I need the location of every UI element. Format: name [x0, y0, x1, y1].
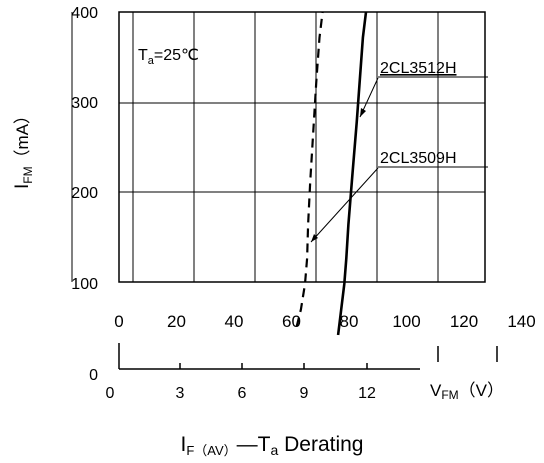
upper-x-tick-label: 100 — [392, 312, 420, 331]
upper-x-tick-label: 20 — [167, 312, 186, 331]
lower-x-axis: 0 3 6 9 12 — [106, 343, 498, 402]
lower-x-tick-label: 6 — [238, 385, 247, 402]
y-axis-label: IFM（mA） — [12, 107, 35, 189]
lower-x-tick-label: 12 — [358, 385, 376, 402]
label-arrow-2CL3509H — [311, 234, 318, 242]
series-lines — [295, 11, 368, 336]
series-label-2CL3509H: 2CL3509H — [380, 150, 457, 167]
lower-x-tick-label: 9 — [300, 385, 309, 402]
series-line-2CL3512H — [336, 11, 368, 336]
y-tick-label: 200 — [71, 185, 98, 202]
y-tick-label: 400 — [71, 5, 98, 22]
upper-x-tick-label: 40 — [225, 312, 244, 331]
label-leader-2CL3509H — [310, 167, 379, 243]
series-line-2CL3509H — [295, 11, 324, 327]
plot-frame — [118, 11, 486, 283]
label-arrow-2CL3512H — [360, 108, 366, 117]
upper-x-tick-label: 0 — [114, 312, 123, 331]
chart-title: IF（AV）—Ta Derating — [180, 433, 363, 458]
upper-x-tick-label: 120 — [450, 312, 478, 331]
y-tick-label: 300 — [71, 95, 98, 112]
y-tick-labels: 0 100 200 300 400 — [71, 5, 98, 384]
upper-x-tick-label: 140 — [507, 312, 535, 331]
lower-x-tick-label: 0 — [106, 385, 115, 402]
y-tick-label: 0 — [89, 367, 98, 384]
y-tick-label: 100 — [71, 276, 98, 293]
upper-x-tick-labels: 0 20 40 60 80 100 120 140 — [114, 312, 535, 331]
grid-lines — [71, 12, 485, 282]
series-label-2CL3512H: 2CL3512H — [380, 60, 457, 77]
upper-x-tick-label: 80 — [340, 312, 359, 331]
x-axis-label: VFM（V） — [430, 381, 504, 402]
temperature-annotation: Ta=25℃ — [138, 47, 199, 67]
lower-x-tick-label: 3 — [176, 385, 185, 402]
